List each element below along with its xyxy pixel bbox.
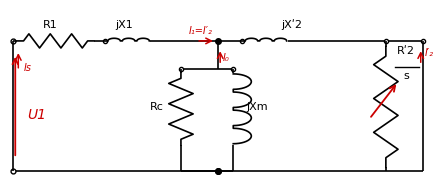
Text: U1: U1	[27, 108, 46, 122]
Text: s: s	[404, 71, 410, 81]
Text: Rʹ2: Rʹ2	[397, 46, 415, 56]
Text: I′₂: I′₂	[425, 48, 434, 58]
Text: jXʹ2: jXʹ2	[282, 19, 303, 30]
Text: I₁=I′₂: I₁=I′₂	[189, 26, 212, 36]
Text: Rc: Rc	[150, 102, 164, 112]
Text: R1: R1	[43, 20, 58, 30]
Text: jX1: jX1	[116, 20, 133, 30]
Text: jXm: jXm	[246, 102, 268, 112]
Text: I₀: I₀	[222, 53, 229, 63]
Text: Is: Is	[24, 63, 32, 73]
